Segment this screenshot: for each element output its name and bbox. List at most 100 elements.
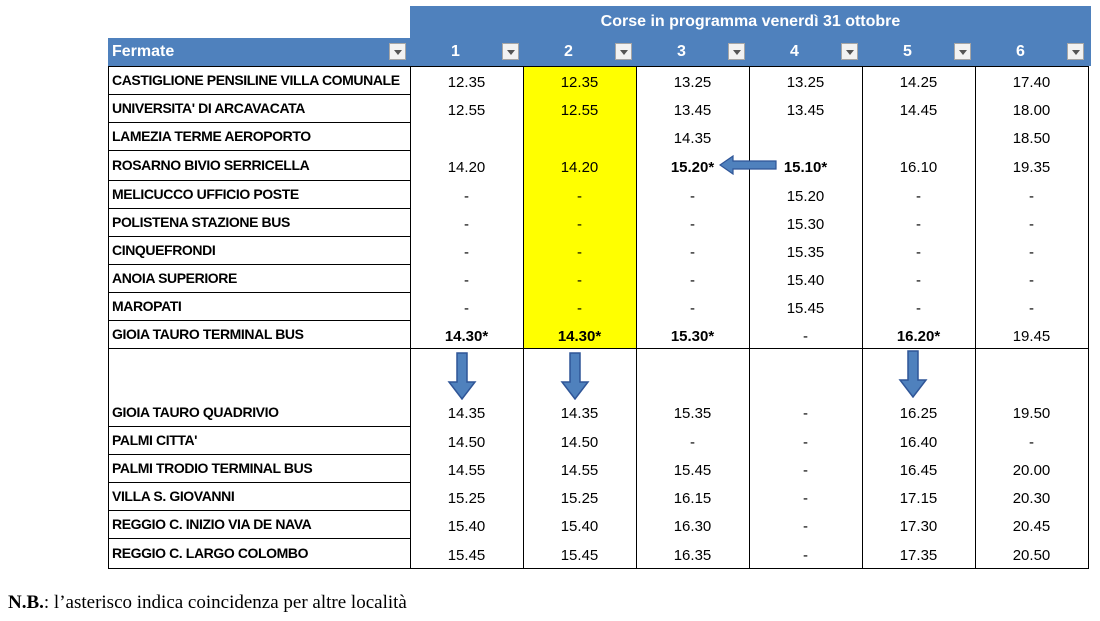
time-cell: 15.10* <box>783 159 828 176</box>
time-cell: 16.45 <box>899 462 938 479</box>
stop-name: CINQUEFRONDI <box>112 242 216 258</box>
stop-name: UNIVERSITA' DI ARCAVACATA <box>112 100 305 116</box>
time-cell: - <box>1029 188 1034 205</box>
time-cell: 16.30 <box>673 518 712 535</box>
stop-name: GIOIA TAURO QUADRIVIO <box>112 404 279 420</box>
time-cell: - <box>803 518 808 535</box>
grid-line <box>108 180 410 181</box>
time-cell: 17.40 <box>1012 74 1051 91</box>
time-cell: - <box>464 216 469 233</box>
stop-name: LAMEZIA TERME AEROPORTO <box>112 128 311 144</box>
time-cell: 16.15 <box>673 490 712 507</box>
table-row: GIOIA TAURO QUADRIVIO 14.35 14.35 15.35 - 16.… <box>108 348 1091 426</box>
grid-line <box>108 568 1089 569</box>
table-row: LAMEZIA TERME AEROPORTO 14.35 18.50 <box>108 122 1091 150</box>
stop-name: ANOIA SUPERIORE <box>112 270 237 286</box>
grid-line <box>108 208 410 209</box>
time-cell: 14.35 <box>560 405 599 422</box>
table-row: REGGIO C. LARGO COLOMBO 15.45 15.45 16.35 - 1… <box>108 538 1091 568</box>
table-row: PALMI CITTA' 14.50 14.50 - - 16.40 - <box>108 426 1091 454</box>
stop-name: PALMI TRODIO TERMINAL BUS <box>112 460 313 476</box>
arrow-down-icon <box>446 352 477 400</box>
time-cell: - <box>690 272 695 289</box>
table-row: ANOIA SUPERIORE - - - 15.40 - - <box>108 264 1091 292</box>
stop-name: ROSARNO BIVIO SERRICELLA <box>112 157 310 173</box>
time-cell: 19.35 <box>1012 159 1051 176</box>
dropdown-filter-icon[interactable] <box>615 43 632 60</box>
time-cell: - <box>523 236 636 264</box>
time-cell: - <box>1029 300 1034 317</box>
time-cell: 14.35 <box>447 405 486 422</box>
run-column-header: 1 <box>451 43 460 60</box>
arrow-down-icon <box>559 352 590 400</box>
run-column-header: 4 <box>790 43 799 60</box>
table-row: MAROPATI - - - 15.45 - - <box>108 292 1091 320</box>
time-cell: 13.45 <box>786 102 825 119</box>
dropdown-filter-icon[interactable] <box>728 43 745 60</box>
time-cell <box>410 122 523 150</box>
grid-line <box>108 510 410 511</box>
time-cell: - <box>690 188 695 205</box>
grid-line <box>108 150 410 151</box>
table-row: GIOIA TAURO TERMINAL BUS 14.30* 14.30* 15.3… <box>108 320 1091 348</box>
time-cell: 16.40 <box>899 434 938 451</box>
time-cell: - <box>523 180 636 208</box>
time-cell: - <box>1029 434 1034 451</box>
time-cell: - <box>1029 272 1034 289</box>
time-cell: 13.25 <box>786 74 825 91</box>
grid-line <box>410 348 1088 349</box>
grid-line <box>636 66 637 568</box>
time-cell: 14.30* <box>523 320 636 348</box>
time-cell: - <box>916 300 921 317</box>
time-cell: 18.50 <box>1012 130 1051 147</box>
time-cell: - <box>690 244 695 261</box>
time-cell <box>523 122 636 150</box>
dropdown-filter-icon[interactable] <box>389 43 406 60</box>
grid-line <box>862 66 863 568</box>
time-cell: - <box>803 434 808 451</box>
table-row: REGGIO C. INIZIO VIA DE NAVA 15.40 15.40 16… <box>108 510 1091 538</box>
time-cell: - <box>690 434 695 451</box>
dropdown-filter-icon[interactable] <box>841 43 858 60</box>
grid-line <box>108 454 410 455</box>
dropdown-filter-icon[interactable] <box>502 43 519 60</box>
time-cell: - <box>523 264 636 292</box>
table-row: POLISTENA STAZIONE BUS - - - 15.30 - - <box>108 208 1091 236</box>
time-cell: 19.50 <box>1012 405 1051 422</box>
arrow-left-icon <box>719 155 777 175</box>
column-header-row: Fermate 1 2 3 4 5 6 <box>108 38 1091 66</box>
time-cell: 15.35 <box>673 405 712 422</box>
stop-name: CASTIGLIONE PENSILINE VILLA COMUNALE <box>112 72 400 88</box>
time-cell <box>749 122 862 150</box>
time-cell: 15.25 <box>560 490 599 507</box>
header-band <box>410 6 1091 38</box>
grid-line <box>108 236 410 237</box>
stop-name: VILLA S. GIOVANNI <box>112 488 235 504</box>
time-cell: 15.35 <box>786 244 825 261</box>
time-cell: 15.45 <box>673 462 712 479</box>
dropdown-filter-icon[interactable] <box>1067 43 1084 60</box>
grid-line <box>108 264 410 265</box>
time-cell: - <box>916 272 921 289</box>
time-cell: 20.45 <box>1012 518 1051 535</box>
schedule-title: Corse in programma venerdì 31 ottobre <box>600 13 901 30</box>
grid-line <box>523 66 524 568</box>
time-cell: 12.55 <box>447 102 486 119</box>
time-cell: 14.45 <box>899 102 938 119</box>
time-cell: 17.30 <box>899 518 938 535</box>
stops-column-header: Fermate <box>112 43 175 60</box>
stop-name: REGGIO C. LARGO COLOMBO <box>112 545 309 561</box>
time-cell: 15.25 <box>447 490 486 507</box>
time-cell: 16.10 <box>899 159 938 176</box>
dropdown-filter-icon[interactable] <box>954 43 971 60</box>
footnote: N.B.: l’asterisco indica coincidenza per… <box>8 592 407 614</box>
grid-line <box>108 538 410 539</box>
table-row: UNIVERSITA' DI ARCAVACATA 12.55 12.55 13.45… <box>108 94 1091 122</box>
time-cell: 13.45 <box>673 102 712 119</box>
time-cell: 15.45 <box>786 300 825 317</box>
time-cell: 17.35 <box>899 547 938 564</box>
time-cell: 15.45 <box>447 547 486 564</box>
time-cell: - <box>803 405 808 422</box>
time-cell: - <box>464 188 469 205</box>
stop-name: MAROPATI <box>112 298 182 314</box>
